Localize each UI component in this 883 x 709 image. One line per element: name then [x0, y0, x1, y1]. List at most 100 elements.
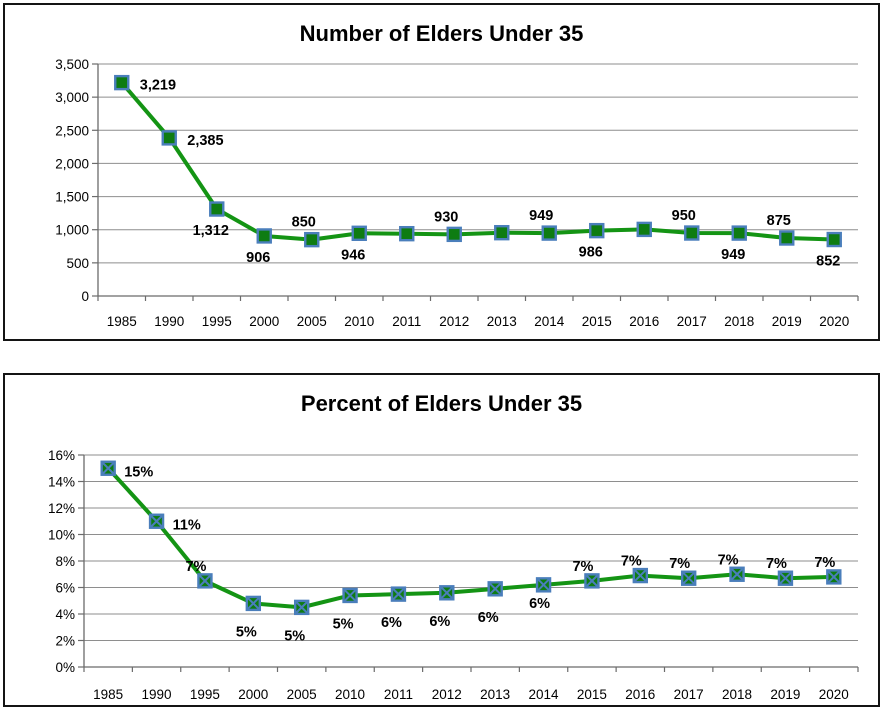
marker-x-stroke: [343, 589, 357, 602]
percent-of-elders-plot: 16% 14% 12% 10% 8% 6% 4% 2% 0% 1985 1990 1995 2000 20…: [48, 448, 859, 702]
y-tick-label: 6%: [55, 581, 75, 596]
y-tick-label: 0: [81, 289, 89, 304]
percent-of-elders-chart: Percent of Elders Under 35 16% 14% 12% 10% 8…: [3, 373, 880, 707]
marker-x-stroke: [295, 601, 308, 614]
x-tick-label: 2018: [722, 687, 752, 702]
data-point-marker: [304, 231, 320, 248]
data-point-marker: [826, 231, 842, 248]
y-tick-label: 3,500: [55, 57, 89, 72]
x-tick-label: 2016: [625, 687, 655, 702]
y-tick-label: 0%: [55, 660, 75, 675]
data-label: 906: [246, 250, 270, 266]
marker-x-stroke: [198, 574, 212, 588]
series-line: [106, 466, 836, 610]
data-label: 950: [672, 208, 696, 224]
marker-x-stroke: [730, 568, 744, 581]
data-point-marker: [446, 226, 462, 243]
series-line: [119, 80, 837, 242]
marker-x-stroke: [682, 572, 695, 585]
marker-x-stroke: [150, 515, 163, 528]
x-tick-label: 1985: [93, 687, 123, 702]
x-tick-label: 2010: [335, 687, 365, 702]
data-label: 5%: [236, 624, 257, 640]
data-point-marker: [494, 224, 510, 241]
data-label: 7%: [814, 555, 835, 571]
y-tick-label: 2,500: [55, 123, 89, 138]
data-label: 7%: [572, 559, 593, 575]
y-tick-label: 12%: [48, 501, 75, 516]
data-label: 7%: [621, 554, 642, 570]
x-tick-label: 1985: [107, 314, 137, 329]
x-tick-label: 1990: [154, 314, 184, 329]
x-tick-label: 2016: [629, 314, 659, 329]
data-label: 2,385: [187, 133, 223, 149]
data-label: 949: [721, 247, 745, 263]
x-tick-label: 1990: [142, 687, 172, 702]
data-label: 7%: [718, 552, 739, 568]
data-point-marker: [731, 225, 747, 241]
data-label: 875: [767, 213, 791, 229]
y-tick-label: 10%: [48, 528, 75, 543]
marker-x-stroke: [537, 578, 550, 592]
data-label: 3,219: [140, 78, 176, 94]
marker-x-stroke: [634, 569, 647, 582]
y-tick-label: 14%: [48, 475, 75, 490]
x-tick-label: 2020: [819, 687, 849, 702]
x-tick-label: 2010: [344, 314, 374, 329]
y-tick-label: 2%: [55, 634, 75, 649]
marker-x-stroke: [827, 570, 841, 584]
x-tick-label: 1995: [202, 314, 232, 329]
x-tick-label: 2019: [772, 314, 802, 329]
data-label: 7%: [766, 556, 787, 572]
x-tick-label: 2019: [770, 687, 800, 702]
x-tick-label: 2005: [297, 314, 327, 329]
y-tick-label: 4%: [55, 607, 75, 622]
x-tick-label: 2011: [384, 687, 413, 702]
y-tick-label: 500: [66, 256, 89, 271]
data-label: 850: [292, 215, 316, 231]
data-point-marker: [779, 230, 795, 246]
y-tick-label: 3,000: [55, 90, 89, 105]
number-of-elders-plot: 3,500 3,000 2,500 2,000 1,500 1,000 500 0 1985 19…: [55, 57, 859, 329]
data-point-marker: [256, 228, 272, 244]
x-tick-label: 2000: [249, 314, 279, 329]
data-point-marker: [351, 225, 367, 241]
y-tick-label: 8%: [55, 554, 75, 569]
x-tick-label: 2013: [487, 314, 517, 329]
data-label: 7%: [185, 559, 206, 575]
marker-x-stroke: [247, 597, 260, 610]
x-tick-label: 2012: [439, 314, 469, 329]
x-tick-label: 2014: [529, 687, 560, 702]
x-tick-label: 2018: [724, 314, 754, 329]
marker-x-stroke: [440, 586, 454, 600]
data-label: 5%: [333, 616, 354, 632]
data-point-marker: [541, 225, 557, 241]
y-tick-label: 16%: [48, 448, 75, 463]
data-point-marker: [636, 221, 652, 238]
marker-x-stroke: [585, 574, 599, 588]
chart-title-number: Number of Elders Under 35: [299, 21, 584, 46]
marker-x-stroke: [101, 462, 115, 475]
marker-x-stroke: [392, 587, 405, 601]
x-tick-label: 2012: [432, 687, 462, 702]
data-label: 11%: [173, 517, 201, 533]
y-tick-label: 1,500: [55, 190, 89, 205]
data-point-marker: [399, 225, 415, 242]
data-label: 6%: [529, 596, 550, 612]
data-label: 1,312: [193, 223, 229, 239]
data-label: 6%: [478, 610, 499, 626]
x-tick-label: 2015: [582, 314, 612, 329]
data-label: 5%: [284, 628, 305, 644]
marker-x-stroke: [779, 572, 792, 585]
y-tick-label: 1,000: [55, 223, 89, 238]
data-point-marker: [161, 130, 177, 146]
y-tick-label: 2,000: [55, 156, 89, 171]
data-label: 852: [816, 254, 840, 270]
x-tick-label: 2015: [577, 687, 607, 702]
data-point-marker: [684, 225, 700, 241]
x-tick-label: 2013: [480, 687, 510, 702]
marker-x-stroke: [488, 582, 502, 596]
x-tick-label: 2020: [819, 314, 849, 329]
x-tick-label: 2011: [392, 314, 421, 329]
